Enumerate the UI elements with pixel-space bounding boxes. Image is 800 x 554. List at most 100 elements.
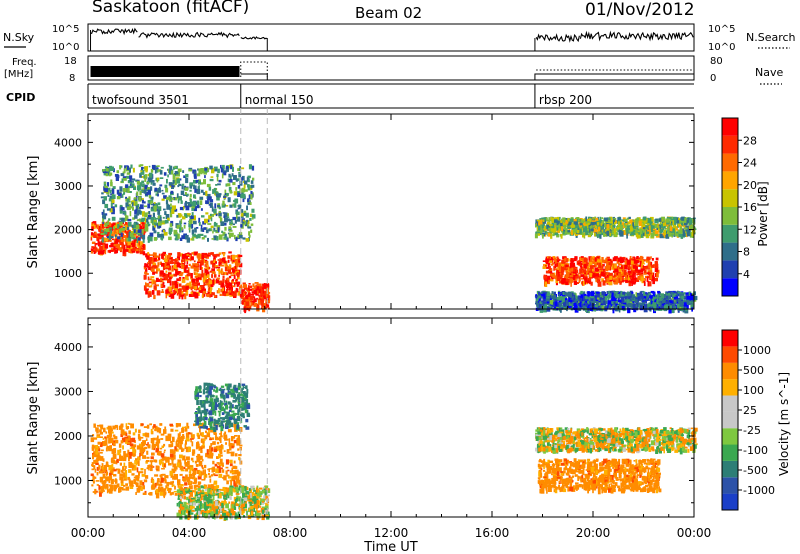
echo-cell [652, 281, 655, 285]
nave-dotted [240, 61, 268, 77]
echo-cell [226, 183, 231, 187]
echo-cell [606, 256, 610, 259]
echo-cell [151, 219, 156, 223]
echo-cell [250, 184, 255, 188]
echo-cell [594, 304, 598, 308]
echo-cell [597, 233, 599, 239]
echo-cell [562, 257, 565, 262]
echo-cell [258, 288, 261, 294]
echo-cell [629, 271, 634, 276]
echo-cell [637, 228, 640, 231]
echo-cell [191, 252, 196, 255]
echo-cell [123, 235, 127, 239]
echo-cell [567, 267, 569, 273]
echo-cell [210, 217, 213, 222]
echo-cell [597, 301, 602, 304]
echo-cell [203, 227, 207, 230]
echo-cell [125, 225, 129, 230]
echo-cell [572, 262, 575, 266]
echo-cell [565, 264, 569, 268]
echo-cell [248, 294, 251, 297]
echo-cell [129, 485, 134, 489]
echo-cell [142, 238, 145, 243]
echo-cell [147, 223, 151, 226]
echo-cell [681, 221, 684, 226]
echo-cell [606, 277, 610, 283]
echo-cell [178, 283, 182, 287]
echo-cell [99, 429, 102, 433]
echo-cell [148, 195, 152, 199]
echo-cell [203, 235, 207, 238]
echo-cell [641, 296, 644, 299]
echo-cell [578, 219, 580, 222]
echo-cell [242, 219, 245, 223]
echo-cell [213, 230, 218, 232]
echo-cell [128, 191, 132, 193]
echo-cell [191, 212, 194, 216]
echo-cell [640, 232, 643, 238]
echo-cell [134, 215, 138, 219]
echo-cell [119, 186, 123, 192]
echo-cell [604, 296, 608, 301]
echo-cell [235, 259, 239, 264]
echo-cell [155, 493, 160, 499]
echo-cell [650, 224, 653, 230]
echo-cell [106, 182, 110, 187]
echo-cell [553, 291, 556, 295]
echo-cell [188, 222, 193, 228]
echo-cell [126, 232, 130, 237]
echo-cell [184, 213, 188, 217]
echo-cell [222, 275, 225, 278]
echo-cell [120, 165, 123, 168]
echo-cell [621, 280, 625, 282]
echo-cell [165, 200, 169, 205]
echo-cell [648, 222, 652, 227]
echo-cell [230, 164, 233, 170]
echo-cell [155, 448, 159, 453]
echo-cell [650, 232, 655, 238]
echo-cell [611, 264, 615, 270]
echo-cell [182, 216, 186, 220]
echo-cell [177, 443, 180, 448]
echo-cell [672, 232, 674, 235]
echo-cell [232, 279, 235, 282]
echo-cell [174, 290, 176, 294]
echo-cell [110, 236, 114, 239]
echo-cell [237, 191, 240, 193]
echo-cell [228, 286, 231, 291]
echo-cell [150, 284, 153, 288]
echo-cell [562, 256, 566, 260]
echo-cell [146, 182, 150, 184]
echo-cell [690, 295, 694, 301]
echo-cell [110, 229, 113, 234]
echo-cell [584, 303, 589, 306]
echo-cell [152, 227, 155, 231]
echo-cell [635, 292, 638, 297]
echo-cell [667, 295, 670, 299]
echo-cell [652, 223, 656, 226]
echo-cell [561, 271, 564, 275]
echo-cell [198, 290, 203, 293]
echo-cell [121, 217, 125, 223]
echo-cell [171, 197, 175, 200]
echo-cell [580, 256, 584, 258]
echo-cell [544, 278, 547, 284]
echo-cell [153, 294, 156, 300]
echo-cell [622, 267, 625, 270]
echo-cell [250, 180, 254, 184]
echo-cell [223, 196, 227, 198]
echo-cell [193, 201, 197, 207]
echo-cell [161, 254, 164, 259]
echo-cell [551, 217, 554, 221]
echo-cell [240, 224, 243, 228]
echo-cell [223, 450, 226, 452]
echo-cell [185, 264, 188, 269]
echo-cell [215, 278, 219, 284]
echo-cell [185, 286, 189, 290]
echo-cell [124, 211, 127, 216]
echo-cell [544, 281, 548, 287]
echo-cell [190, 238, 193, 241]
echo-cell [670, 220, 675, 223]
echo-cell [128, 196, 131, 201]
echo-cell [101, 211, 104, 215]
